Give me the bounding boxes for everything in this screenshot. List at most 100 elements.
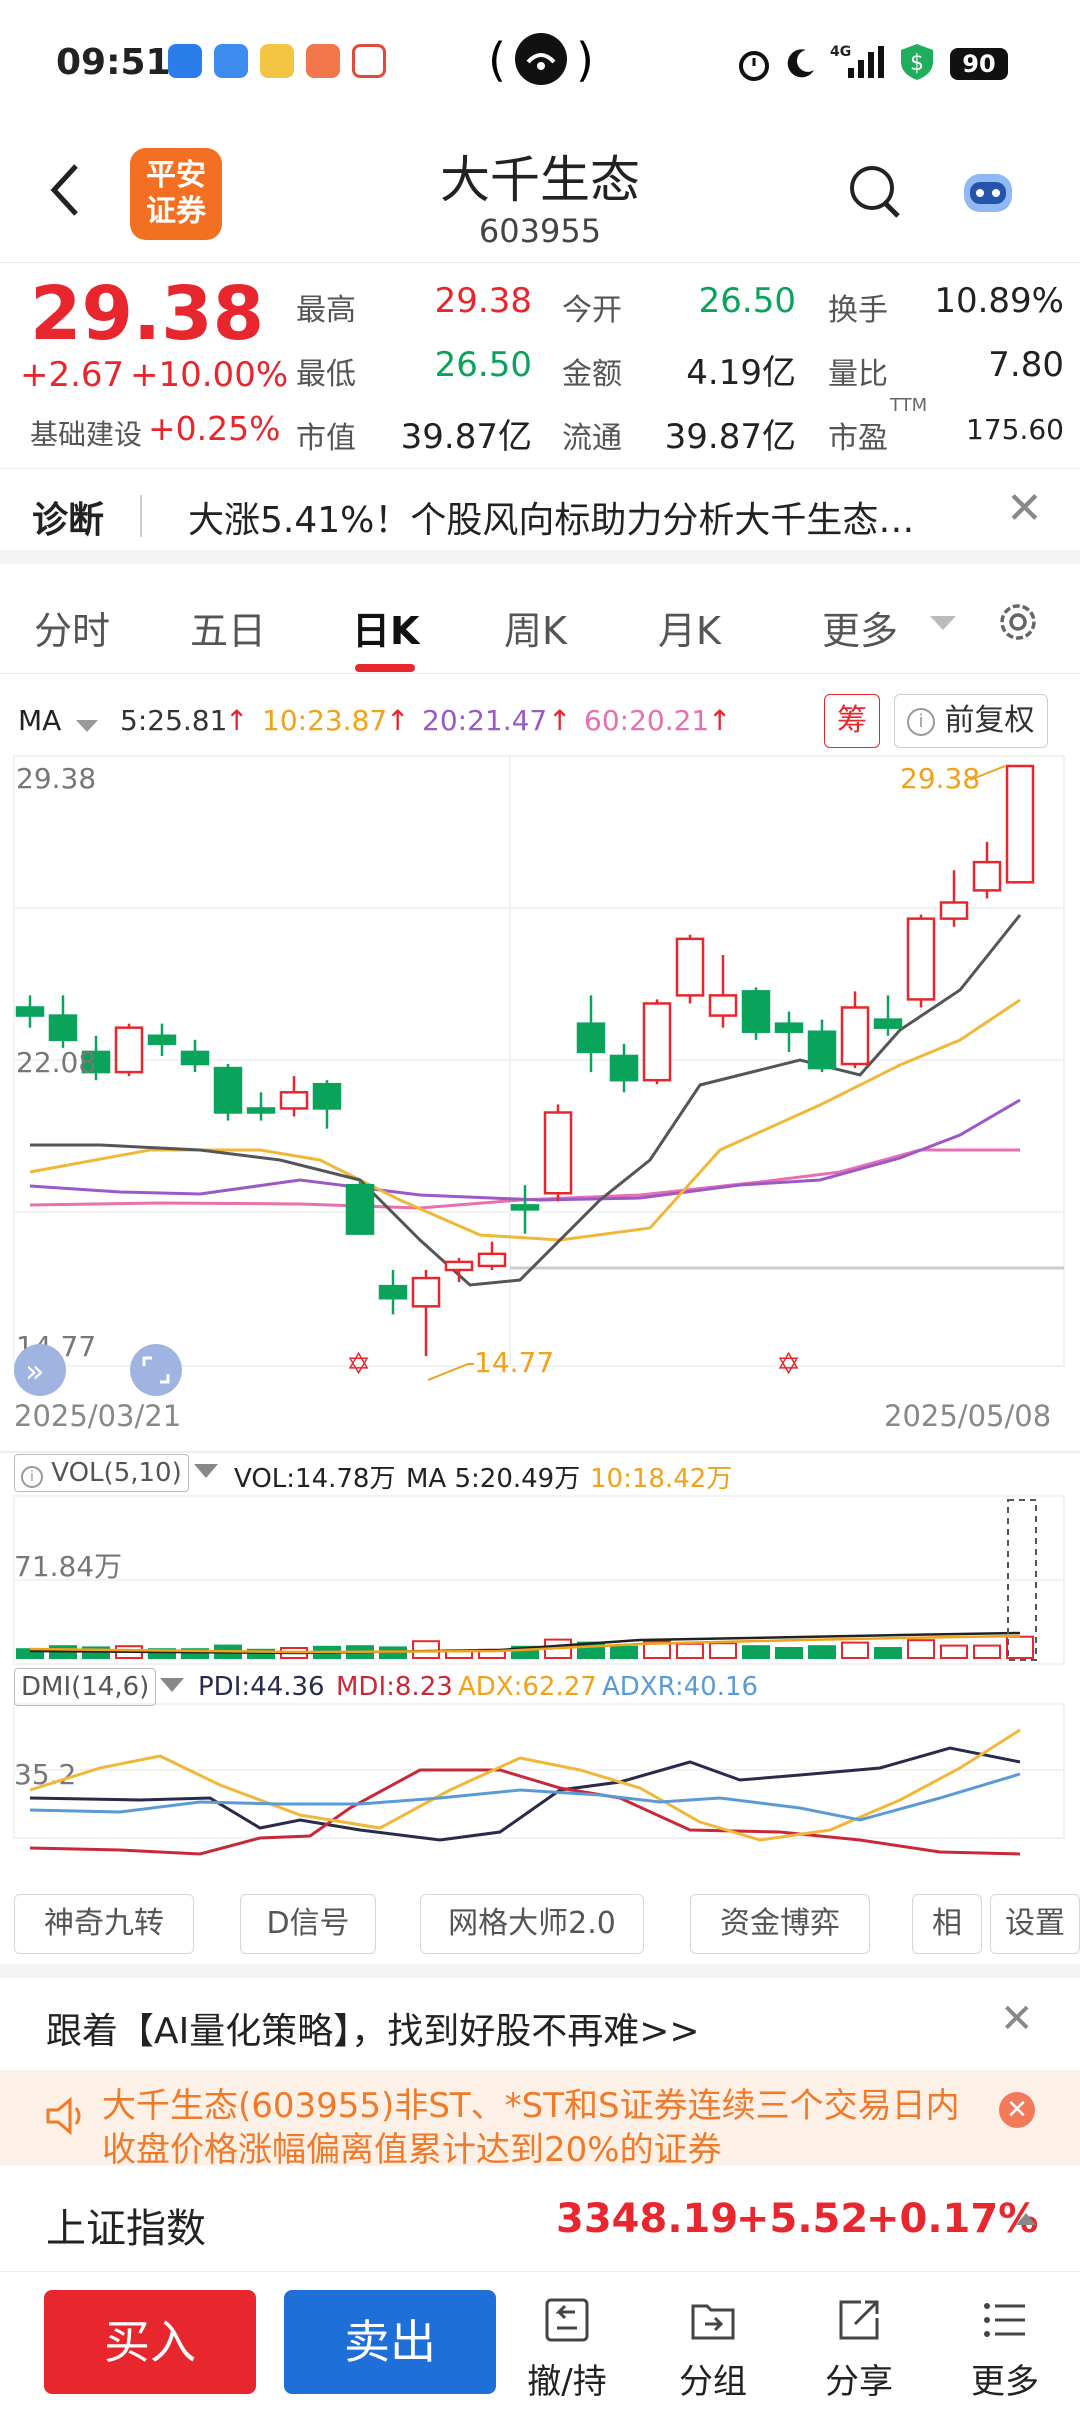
close-icon[interactable]: ✕: [1000, 1996, 1034, 2042]
tool-capital-game[interactable]: 资金博弈: [690, 1894, 870, 1954]
search-icon[interactable]: [848, 162, 902, 226]
candle-body: [939, 901, 969, 920]
tab-weekly-k[interactable]: 周K: [504, 609, 567, 653]
group-button[interactable]: 分组: [658, 2294, 768, 2403]
kline-chart[interactable]: 29.38 22.08 14.77 29.38 14.77 ✡ ✡ » 2025…: [0, 740, 1080, 1880]
risk-notice[interactable]: 大千生态(603955)非ST、*ST和S证券连续三个交易日内收盘价格涨幅偏离值…: [0, 2070, 1080, 2166]
ai-strategy-banner[interactable]: 跟着【AI量化策略】，找到好股不再难>> ✕: [0, 1978, 1080, 2070]
chevron-up-icon[interactable]: [1016, 2212, 1036, 2231]
ma-legend: MA 5:25.81 ↑ 10:23.87 ↑ 20:21.47 ↑ 60:20…: [0, 694, 1080, 750]
share-label: 分享: [825, 2362, 893, 2402]
chevron-down-icon[interactable]: [930, 614, 956, 636]
chevron-down-icon[interactable]: [160, 1676, 184, 1698]
volume-bar: [412, 1640, 440, 1659]
hotspot-icon: (): [488, 30, 594, 88]
stock-header: 平安 证券 大千生态 603955: [0, 120, 1080, 262]
tab-intraday[interactable]: 分时: [34, 609, 111, 653]
candle-body: [279, 1091, 309, 1110]
fullscreen-icon[interactable]: [130, 1344, 182, 1396]
volume-bar: [1006, 1635, 1034, 1659]
tool-grid-master[interactable]: 网格大师2.0: [420, 1894, 644, 1954]
ma10-value: 10:23.87: [262, 704, 388, 737]
tool-related[interactable]: 相: [912, 1894, 982, 1954]
tool-settings[interactable]: 设置: [990, 1894, 1080, 1954]
index-ticker[interactable]: 上证指数 3348.19 +5.52 +0.17%: [0, 2166, 1080, 2272]
tab-five-day[interactable]: 五日: [190, 609, 267, 653]
dmi-indicator-selector[interactable]: DMI(14,6): [14, 1668, 157, 1706]
dmi-grid: [13, 1703, 1065, 1839]
tab-monthly-k[interactable]: 月K: [658, 609, 721, 653]
ma5-line: [30, 914, 1022, 1287]
volume-ma5-value: MA 5:20.49万: [406, 1464, 581, 1494]
pe-value: 175.60: [966, 413, 1064, 446]
candle-body: [708, 994, 738, 1017]
back-icon[interactable]: [44, 160, 84, 224]
ai-assistant-icon[interactable]: [958, 166, 1018, 222]
diagnosis-bar[interactable]: 诊断 大涨5.41%！个股风向标助力分析大千生态… ✕: [0, 468, 1080, 564]
buy-button[interactable]: 买入: [44, 2290, 256, 2394]
adx-value: ADX:62.27: [458, 1672, 597, 1702]
candle-body: [81, 1050, 111, 1074]
more-label: 更多: [971, 2362, 1039, 2402]
low-annotation: 14.77: [474, 1346, 554, 1379]
volume-highlight-box: [1007, 1499, 1037, 1661]
turnover-label: 换手: [828, 293, 888, 328]
volume-indicator-label: VOL(5,10): [51, 1458, 182, 1488]
info-icon: i: [907, 707, 935, 736]
volume-indicator-selector[interactable]: i VOL(5,10): [14, 1454, 189, 1492]
ma-label[interactable]: MA: [18, 704, 62, 737]
chip-distribution-button[interactable]: 筹: [824, 694, 880, 748]
share-button[interactable]: 分享: [804, 2294, 914, 2403]
candle-body: [378, 1284, 408, 1300]
chevron-down-icon[interactable]: [194, 1462, 218, 1484]
volume-bar: [907, 1639, 935, 1660]
mdi-value: MDI:8.23: [336, 1672, 453, 1702]
candle-body: [774, 1022, 804, 1033]
divider: [140, 495, 142, 537]
logo-line-2: 证券: [146, 194, 206, 229]
svg-text:(: (: [488, 33, 506, 87]
tab-more[interactable]: 更多: [822, 609, 899, 653]
signal-icon: 4G: [830, 44, 884, 78]
diagnosis-text[interactable]: 大涨5.41%！个股风向标助力分析大千生态…: [188, 500, 915, 541]
chevron-down-icon[interactable]: [76, 708, 98, 741]
broker-logo: 平安 证券: [130, 148, 222, 240]
volume-bar: [808, 1645, 836, 1660]
cancel-hold-label: 撤/持: [527, 2362, 607, 2402]
tool-d-signal[interactable]: D信号: [240, 1894, 376, 1954]
ma20-line: [29, 1098, 1021, 1202]
pdi-value: PDI:44.36: [198, 1672, 325, 1702]
candle-body: [609, 1054, 639, 1082]
start-date-label: 2025/03/21: [14, 1399, 181, 1433]
adjust-button[interactable]: i 前复权: [894, 694, 1048, 748]
turnover-value: 10.89%: [934, 281, 1064, 321]
low-label: 最低: [296, 357, 356, 392]
active-tab-indicator: [355, 664, 415, 672]
expand-left-icon[interactable]: »: [14, 1344, 66, 1396]
cancel-hold-button[interactable]: 撤/持: [512, 2294, 622, 2403]
gear-icon[interactable]: [996, 600, 1040, 648]
candle-body: [48, 1014, 78, 1042]
candle-body: [972, 860, 1002, 892]
volume-value: VOL:14.78万: [234, 1464, 396, 1494]
ai-banner-text[interactable]: 跟着【AI量化策略】，找到好股不再难>>: [46, 2011, 700, 2052]
amount-label: 金额: [562, 357, 622, 392]
low-pointer: [427, 1363, 474, 1381]
volume-bar: [181, 1648, 209, 1660]
status-time: 09:51: [56, 42, 171, 83]
close-icon[interactable]: ✕: [999, 2092, 1035, 2128]
volume-grid: [13, 1495, 1065, 1665]
tab-daily-k[interactable]: 日K: [352, 609, 420, 653]
candle-body: [675, 937, 705, 997]
mdi-line: [29, 1768, 1021, 1856]
adxr-line: [29, 1772, 1021, 1822]
sell-button[interactable]: 卖出: [284, 2290, 496, 2394]
candle-body: [840, 1006, 870, 1066]
ma60-value: 60:20.21: [584, 704, 710, 737]
volume-bar: [973, 1644, 1001, 1659]
more-button[interactable]: 更多: [950, 2294, 1060, 2403]
close-icon[interactable]: ✕: [1006, 483, 1043, 534]
vol-ratio-label: 量比: [828, 357, 888, 392]
float-value: 39.87亿: [664, 417, 796, 457]
tool-magic-nine[interactable]: 神奇九转: [14, 1894, 194, 1954]
